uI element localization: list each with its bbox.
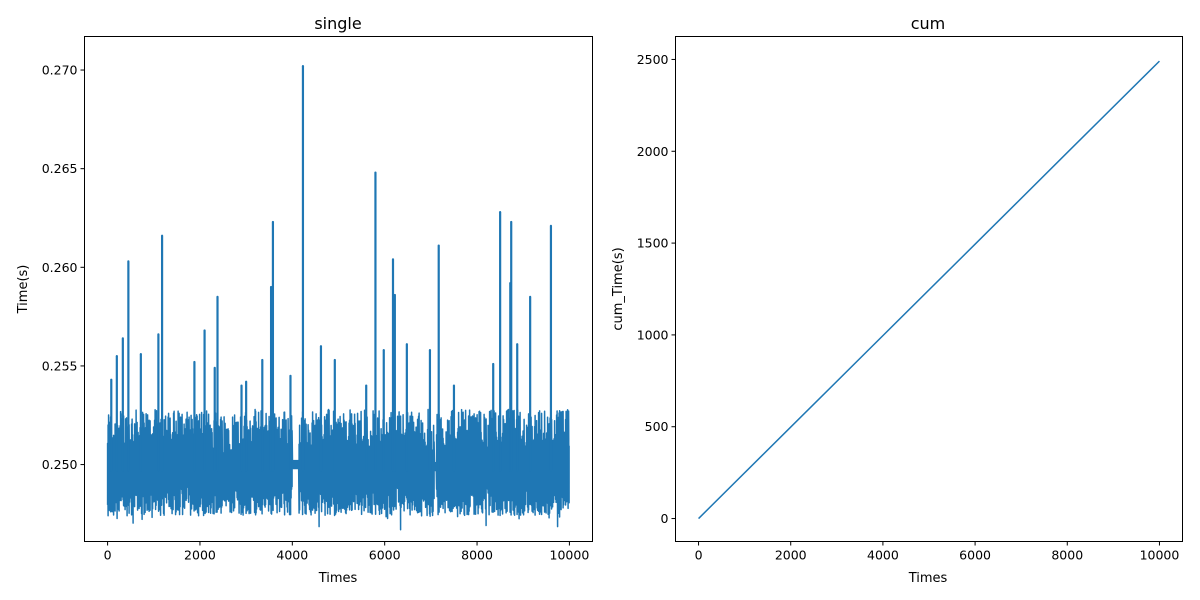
x-tick-label: 0 (104, 548, 112, 563)
x-tick-label: 6000 (369, 548, 401, 563)
chart-single: single 0 2000 4000 6000 8000 10000 0.250 0.255… (16, 14, 593, 586)
plot-area (106, 64, 570, 531)
x-tick-label: 10000 (550, 548, 590, 563)
x-axis-label: Times (908, 571, 948, 586)
x-tick-label: 2000 (184, 548, 216, 563)
plot-area (698, 60, 1160, 520)
y-axis-ticks: 0.250 0.255 0.260 0.265 0.270 (42, 63, 85, 472)
y-tick-label: 1000 (637, 327, 669, 342)
y-axis-label: cum_Time(s) (611, 247, 626, 330)
chart-cum: cum 0 2000 4000 6000 8000 10000 0 500 1000 1500 2… (611, 14, 1183, 586)
y-axis-label: Time(s) (16, 265, 31, 315)
x-axis-label: Times (318, 571, 358, 586)
y-tick-label: 0.260 (42, 260, 78, 275)
x-tick-label: 4000 (276, 548, 308, 563)
y-tick-label: 0.255 (42, 358, 78, 373)
y-tick-label: 0.270 (42, 63, 78, 78)
axes-frame (84, 36, 593, 542)
y-tick-label: 2500 (637, 52, 669, 67)
axes-frame (675, 36, 1183, 542)
x-tick-label: 10000 (1140, 548, 1180, 563)
x-tick-label: 4000 (867, 548, 899, 563)
y-tick-label: 1500 (637, 236, 669, 251)
x-tick-label: 2000 (775, 548, 807, 563)
y-tick-label: 2000 (637, 144, 669, 159)
y-axis-ticks: 0 500 1000 1500 2000 2500 (637, 52, 676, 526)
x-tick-label: 0 (695, 548, 703, 563)
y-tick-label: 500 (645, 419, 669, 434)
chart-title: single (314, 14, 361, 33)
x-tick-label: 8000 (1051, 548, 1083, 563)
y-tick-label: 0.250 (42, 457, 78, 472)
x-tick-label: 8000 (461, 548, 493, 563)
x-axis-ticks: 0 2000 4000 6000 8000 10000 (104, 541, 590, 563)
chart-title: cum (911, 14, 946, 33)
y-tick-label: 0.265 (42, 161, 78, 176)
x-axis-ticks: 0 2000 4000 6000 8000 10000 (695, 541, 1180, 563)
series-line-cum (698, 60, 1160, 520)
y-tick-label: 0 (661, 511, 669, 526)
x-tick-label: 6000 (959, 548, 991, 563)
